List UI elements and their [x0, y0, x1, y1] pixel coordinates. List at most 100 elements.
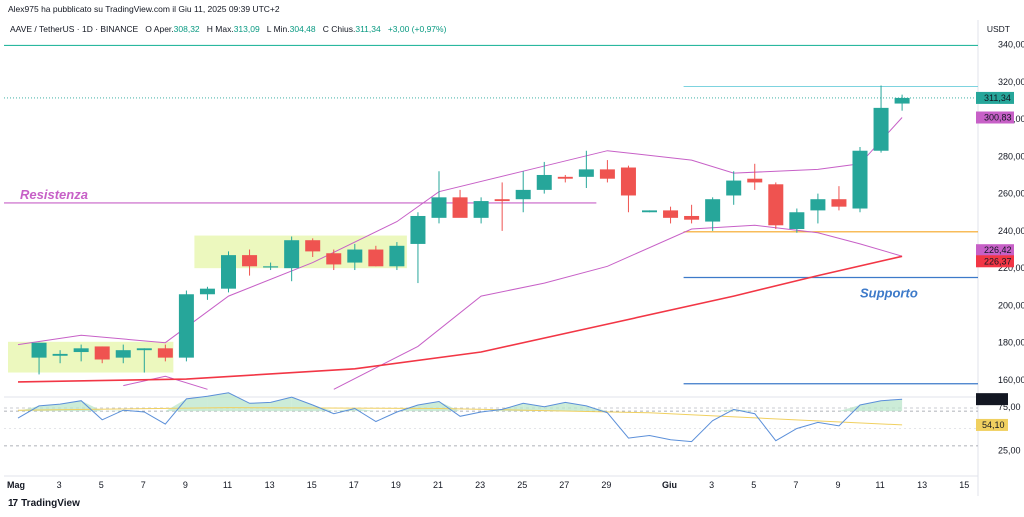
rsi-label: 54,10 — [982, 420, 1005, 430]
candle — [347, 243, 363, 271]
low-key: Min. — [273, 24, 290, 34]
candle-body — [452, 197, 468, 218]
x-tick-label: 7 — [141, 480, 146, 490]
open-label: O — [145, 24, 152, 34]
annotation-resistenza: Resistenza — [20, 187, 88, 202]
candle — [52, 350, 68, 364]
candle — [810, 193, 826, 224]
candle — [178, 290, 194, 362]
candle — [368, 245, 384, 267]
y-tick-label: 340,00 — [998, 40, 1024, 50]
rsi-overbought-fill — [396, 405, 418, 412]
rsi-line — [17, 392, 903, 443]
candle-body — [810, 199, 826, 211]
candle-body — [221, 255, 236, 289]
candle-body — [684, 215, 700, 220]
candle-body — [705, 199, 721, 222]
candle-body — [263, 266, 279, 268]
candle — [410, 212, 426, 284]
candle — [894, 94, 910, 111]
low-label: L — [266, 24, 272, 34]
price-label: 226,42 — [984, 245, 1012, 255]
candle — [726, 171, 742, 205]
low-value: 304,48 — [289, 24, 316, 34]
moving-average-line — [17, 255, 903, 383]
x-tick-label: 3 — [709, 480, 714, 490]
y-tick-label: 180,00 — [998, 338, 1024, 348]
candle — [536, 161, 552, 194]
candle-body — [368, 249, 384, 267]
candle-body — [199, 288, 215, 295]
currency-label: USDT — [986, 24, 1010, 34]
rsi-overbought-fill — [81, 400, 103, 412]
rsi-overbought-fill — [249, 402, 271, 412]
candle-body — [136, 348, 152, 351]
close-value: 311,34 — [355, 24, 381, 34]
candle — [768, 182, 784, 230]
candle-body — [94, 346, 110, 360]
price-label: 311,34 — [984, 93, 1011, 103]
candle-body — [515, 189, 531, 200]
candle — [31, 342, 47, 375]
candle — [494, 182, 510, 231]
candle-body — [389, 245, 405, 267]
candle — [599, 160, 615, 183]
candle — [873, 85, 889, 153]
candle — [663, 206, 679, 224]
x-tick-label: 13 — [265, 480, 275, 490]
x-tick-label: 17 — [349, 480, 359, 490]
rsi-overbought-fill — [165, 398, 187, 412]
rsi-overbought-fill — [523, 403, 545, 412]
candle — [431, 171, 447, 224]
high-key: Max. — [215, 24, 234, 34]
candle-body — [473, 201, 489, 218]
candle-body — [347, 249, 363, 263]
candle — [789, 208, 805, 233]
candle — [684, 204, 700, 224]
candle — [305, 238, 321, 257]
candle-body — [747, 178, 763, 183]
candle-body — [620, 167, 636, 196]
rsi-label-box — [976, 418, 1008, 431]
price-label-box — [976, 111, 1014, 124]
tradingview-mark-icon: 17 — [8, 498, 18, 509]
candle-body — [284, 240, 300, 269]
candle-body — [326, 253, 342, 265]
rsi-overbought-fill — [207, 392, 229, 412]
rsi-overbought-fill — [312, 405, 334, 412]
x-tick-label: 27 — [559, 480, 569, 490]
rsi-y-tick-label: 25,00 — [998, 445, 1021, 455]
candle-body — [642, 210, 657, 213]
candle — [473, 197, 489, 224]
rsi-overbought-fill — [354, 408, 376, 412]
rsi-overbought-fill — [881, 399, 903, 412]
x-tick-label: 19 — [391, 480, 401, 490]
rsi-overbought-fill — [270, 397, 292, 412]
rsi-overbought-fill — [102, 410, 124, 412]
high-label: H — [206, 24, 213, 34]
candle — [642, 210, 657, 213]
candle — [515, 171, 531, 213]
tradingview-logo[interactable]: 17 TradingView — [8, 498, 80, 509]
rsi-overbought-fill — [228, 392, 250, 412]
x-tick-label: 7 — [793, 480, 798, 490]
rsi-ma-line — [17, 407, 903, 426]
change-value: +3,00 (+0,97%) — [387, 24, 447, 34]
candle — [747, 163, 763, 190]
open-value: 308,32 — [173, 24, 200, 34]
rsi-overbought-fill — [544, 402, 566, 412]
candle — [157, 344, 173, 362]
y-tick-label: 320,00 — [998, 77, 1024, 87]
candle-body — [852, 150, 868, 209]
x-tick-label: 21 — [433, 480, 443, 490]
candle-body — [431, 197, 447, 218]
annotation-supporto: Supporto — [860, 285, 918, 300]
open-key: Aper. — [153, 24, 174, 34]
candle — [284, 236, 300, 282]
candle-body — [557, 176, 573, 179]
candle — [452, 189, 468, 218]
rsi-overbought-fill — [481, 409, 503, 412]
price-label-box — [976, 244, 1014, 257]
